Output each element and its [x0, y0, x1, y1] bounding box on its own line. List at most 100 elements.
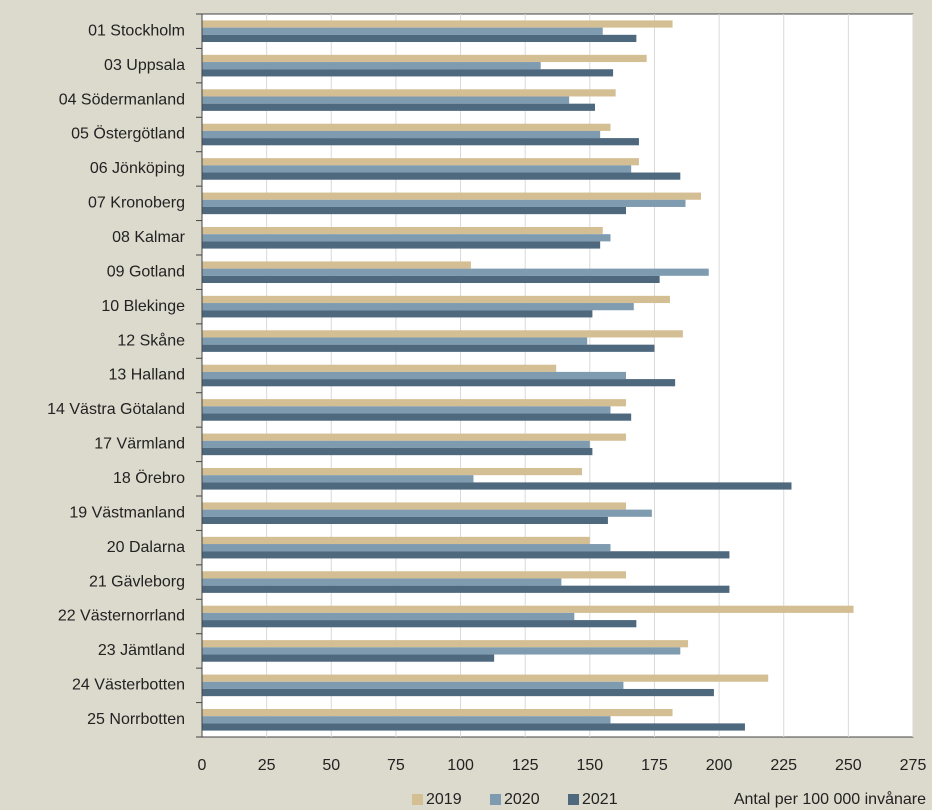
bar [202, 578, 562, 586]
y-tick-label: 21 Gävleborg [89, 573, 185, 590]
bar [202, 226, 603, 235]
bar [202, 275, 660, 284]
bar [202, 371, 627, 380]
x-tick-label: 25 [258, 757, 276, 774]
bar [202, 310, 593, 318]
bar [202, 379, 676, 387]
bar [202, 647, 681, 655]
x-tick-label: 50 [322, 757, 340, 774]
bar [202, 103, 595, 111]
bar [202, 330, 683, 338]
y-tick-label: 22 Västernorrland [58, 608, 185, 625]
bar [202, 34, 637, 43]
bar [202, 502, 627, 510]
bar [202, 89, 616, 97]
bar [202, 716, 611, 724]
bar [202, 27, 603, 35]
bar [202, 295, 670, 304]
x-tick-label: 150 [576, 757, 603, 774]
y-tick-label: 07 Kronoberg [88, 195, 185, 212]
bar [202, 206, 627, 215]
y-tick-label: 01 Stockholm [88, 22, 185, 39]
bar [202, 516, 608, 525]
legend-label: 2021 [582, 791, 618, 808]
bar [202, 723, 745, 731]
legend-note: Antal per 100 000 invånare [734, 790, 926, 808]
bar [202, 406, 611, 414]
bar [202, 69, 614, 77]
legend-label: 2020 [504, 791, 540, 808]
bar [202, 303, 634, 311]
y-tick-label: 18 Örebro [113, 469, 185, 487]
bar [202, 544, 611, 552]
bar [202, 165, 632, 173]
bar [202, 433, 627, 441]
bar [202, 605, 854, 613]
y-tick-label: 08 Kalmar [112, 229, 186, 246]
x-tick-label: 100 [447, 757, 474, 774]
y-tick-label: 13 Halland [109, 367, 186, 384]
bar [202, 172, 681, 180]
bar [202, 96, 570, 104]
legend-swatch [490, 794, 501, 805]
bar [202, 467, 583, 476]
y-tick-label: 24 Västerbotten [72, 677, 185, 694]
bar [202, 54, 647, 63]
y-tick-label: 23 Jämtland [98, 642, 185, 659]
y-tick-label: 09 Gotland [107, 263, 185, 280]
bar [202, 199, 686, 207]
legend-swatch [568, 794, 579, 805]
bar [202, 475, 474, 483]
bar [202, 62, 541, 70]
x-tick-label: 125 [512, 757, 539, 774]
bar [202, 20, 673, 28]
bar [202, 509, 652, 517]
bar [202, 536, 590, 545]
bar [202, 482, 792, 490]
bar [202, 654, 495, 662]
bar [202, 364, 557, 372]
bar [202, 708, 673, 717]
y-tick-label: 20 Dalarna [107, 539, 185, 556]
bar [202, 681, 624, 689]
bar [202, 268, 709, 276]
bar [202, 344, 655, 352]
y-tick-label: 04 Södermanland [59, 91, 185, 108]
y-tick-label: 25 Norrbotten [87, 711, 185, 728]
y-tick-label: 05 Östergötland [71, 125, 185, 143]
bar [202, 399, 627, 407]
bar [202, 585, 730, 593]
x-tick-label: 175 [641, 757, 668, 774]
bar [202, 640, 689, 648]
x-tick-label: 250 [835, 757, 862, 774]
bar [202, 551, 730, 559]
bar [202, 123, 611, 131]
y-tick-label: 19 Västmanland [69, 504, 185, 521]
bar [202, 138, 639, 146]
bar [202, 674, 769, 682]
bar [202, 612, 575, 621]
y-tick-label: 14 Västra Götaland [47, 401, 185, 418]
bar [202, 447, 593, 456]
bar [202, 261, 471, 269]
legend-swatch [412, 794, 423, 805]
bar [202, 130, 601, 139]
y-tick-label: 17 Värmland [94, 436, 185, 453]
bar [202, 241, 601, 249]
bar [202, 620, 637, 628]
bar [202, 234, 611, 242]
bar [202, 158, 639, 166]
y-tick-label: 12 Skåne [117, 331, 185, 349]
bar [202, 337, 588, 345]
bar [202, 688, 714, 697]
y-tick-label: 06 Jönköping [90, 160, 185, 177]
x-tick-label: 225 [770, 757, 797, 774]
x-tick-label: 75 [387, 757, 405, 774]
x-tick-label: 275 [900, 757, 927, 774]
y-tick-label: 10 Blekinge [101, 298, 185, 315]
x-tick-label: 200 [706, 757, 733, 774]
y-tick-label: 03 Uppsala [104, 57, 185, 74]
bar [202, 571, 627, 579]
bar [202, 440, 590, 448]
